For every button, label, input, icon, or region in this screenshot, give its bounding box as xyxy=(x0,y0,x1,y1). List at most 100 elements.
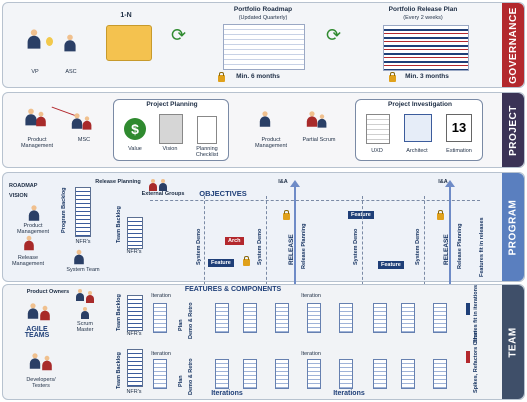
roadmap-chart-image xyxy=(223,24,305,70)
one-n-label: 1-N xyxy=(120,12,132,19)
iteration-board-6 xyxy=(339,303,353,333)
partial-scrum-people-icon xyxy=(259,111,271,127)
iterations-label-2: Iterations xyxy=(333,390,365,397)
release-mgmt-icon xyxy=(24,235,34,251)
objectives-label: OBJECTIVES xyxy=(199,189,247,198)
uxd-wireframe-icon xyxy=(366,114,390,144)
roadmap-subtitle: (Updated Quarterly) xyxy=(238,15,288,21)
product-mgmt-people-icon-2 xyxy=(36,111,46,127)
value-label: Value xyxy=(128,146,142,152)
program-label: PROGRAM xyxy=(507,199,519,255)
iteration-board-8 xyxy=(401,303,415,333)
release-planning-label-3: Release Planning xyxy=(457,223,463,269)
program-nfrs-label: NFR's xyxy=(75,239,91,245)
plan-label-1: Plan xyxy=(178,319,184,331)
iteration-board-7 xyxy=(373,303,387,333)
product-owner-icon xyxy=(76,289,84,301)
iteration-board-3 xyxy=(243,303,257,333)
vision-label: Vision xyxy=(162,146,178,152)
msc-people-icon xyxy=(71,113,83,129)
demo-retro-label-2: Demo & Retro xyxy=(188,358,194,395)
system-demo-label-3: System Demo xyxy=(353,228,359,265)
product-owners-label: Product Owners xyxy=(26,289,70,295)
asc-person-icon xyxy=(64,34,76,52)
partial-scrum-team-icon-2 xyxy=(317,114,327,128)
scrum-master-label: Scrum Master xyxy=(76,321,94,333)
team-backlog-stack-2 xyxy=(127,349,143,387)
external-groups-icon-2 xyxy=(159,179,167,191)
agile-team-icon-2 xyxy=(40,305,50,321)
team-backlog-stack-1 xyxy=(127,295,143,331)
spikes-label: Spikes, Refactors Other xyxy=(473,330,479,393)
program-backlog-stack xyxy=(75,187,91,237)
ia-label-2: I&A xyxy=(438,179,448,185)
spikes-marker xyxy=(466,351,470,363)
system-demo-label-2: System Demo xyxy=(257,228,263,265)
portfolio-folder-icon xyxy=(106,25,152,61)
team-nfrs-label-1: NFR's xyxy=(126,331,142,337)
vision-document-icon xyxy=(159,114,183,144)
lightbulb-icon xyxy=(46,37,53,46)
iteration-label-2: Iteration xyxy=(301,293,321,299)
planning-checklist-label: Planning Checklist xyxy=(195,146,219,158)
vp-person-icon xyxy=(27,29,41,49)
plan-label-2: Plan xyxy=(178,375,184,387)
program-nfrs-label-2: NFR's xyxy=(126,249,142,255)
iteration-board-17 xyxy=(401,359,415,389)
program-lock-icon-1 xyxy=(243,256,250,266)
product-mgmt-people-icon xyxy=(25,108,37,126)
release-min-label: Min. 3 months xyxy=(405,73,449,80)
iteration-board-2 xyxy=(215,303,229,333)
program-backlog-label: Program Backlog xyxy=(61,187,67,233)
roadmap-min-label: Min. 6 months xyxy=(236,73,280,80)
program-team-backlog-stack xyxy=(127,217,143,249)
stories-marker xyxy=(466,303,470,315)
iteration-board-14 xyxy=(307,359,321,389)
features-fit-label: Features fit in releases xyxy=(479,217,485,277)
release-plan-subtitle: (Every 2 weeks) xyxy=(403,15,443,21)
product-owner-icon-2 xyxy=(86,291,94,303)
iteration-board-11 xyxy=(215,359,229,389)
program-product-mgmt-icon xyxy=(28,205,40,221)
msc-people-icon-2 xyxy=(82,116,92,130)
project-label: PROJECT xyxy=(507,104,519,156)
system-team-icon xyxy=(74,249,84,265)
system-demo-label-1: System Demo xyxy=(196,228,202,265)
program-band: PROGRAM ROADMAP VISION Product Managemen… xyxy=(2,172,525,282)
architect-diagram-icon xyxy=(404,114,432,142)
partial-scrum-label: Partial Scrum xyxy=(302,137,336,143)
project-investigation-title: Project Investigation xyxy=(388,101,452,108)
roadmap-title: Portfolio Roadmap xyxy=(233,6,293,13)
demo-retro-label-1: Demo & Retro xyxy=(188,302,194,339)
team-backlog-label-1: Team Backlog xyxy=(116,294,122,331)
agile-team-icon-1 xyxy=(27,303,39,319)
feature-tag-1: Feature xyxy=(208,259,234,267)
msc-label: MSC xyxy=(77,137,91,143)
vp-label: VP xyxy=(31,69,39,75)
partial-scrum-team-icon xyxy=(306,111,318,127)
iteration-board-1 xyxy=(153,303,167,333)
system-demo-label-4: System Demo xyxy=(415,228,421,265)
agile-teams-label: AGILE TEAMS xyxy=(24,326,50,339)
team-side-label: TEAM xyxy=(502,285,524,399)
release-planning-label: Release Planning xyxy=(95,179,141,185)
estimation-label: Estimation xyxy=(446,148,472,154)
project-band: PROJECT Product Management MSC Project P… xyxy=(2,92,525,168)
feature-tag-2: Feature xyxy=(348,211,374,219)
governance-label: GOVERNANCE xyxy=(507,6,519,84)
project-investigation-box: Project Investigation UXD Architect 13 E… xyxy=(355,99,483,161)
asc-label: ASC xyxy=(65,69,77,75)
release-plan-chart-image xyxy=(383,25,469,71)
estimation-calendar-icon: 13 xyxy=(446,114,472,142)
iteration-board-12 xyxy=(243,359,257,389)
iteration-label-3: Iteration xyxy=(151,351,171,357)
project-planning-title: Project Planning xyxy=(146,101,198,108)
project-planning-box: Project Planning $ Value Vision Planning… xyxy=(113,99,229,161)
iteration-board-16 xyxy=(373,359,387,389)
iteration-label-1: Iteration xyxy=(151,293,171,299)
feature-tag-3: Feature xyxy=(378,261,404,269)
iteration-board-4 xyxy=(275,303,289,333)
iteration-board-13 xyxy=(275,359,289,389)
ia-label-1: I&A xyxy=(278,179,288,185)
iteration-board-18 xyxy=(433,359,447,389)
